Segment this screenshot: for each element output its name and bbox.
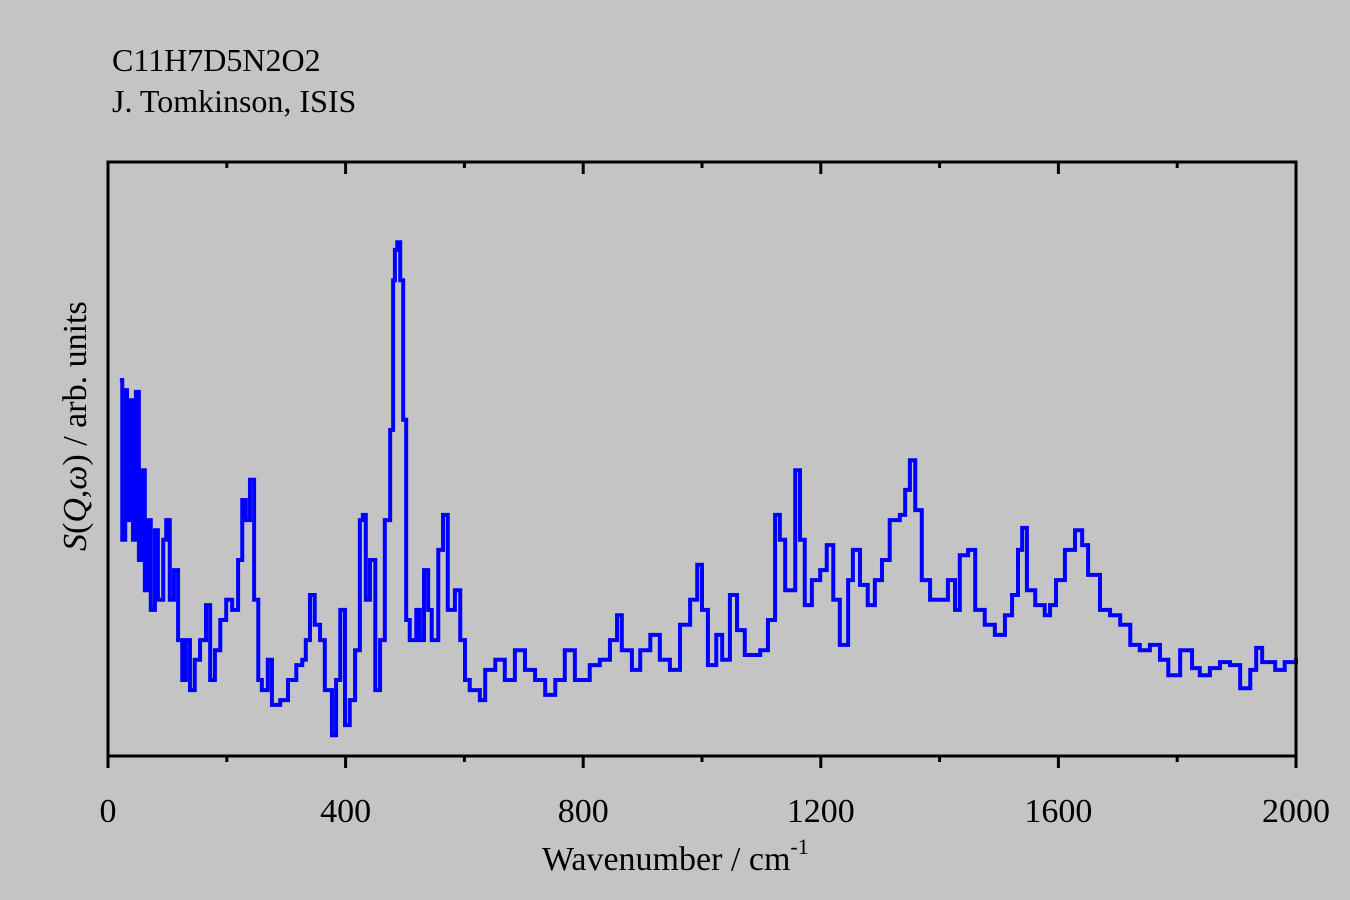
x-axis-label-text: Wavenumber / cm bbox=[542, 841, 790, 878]
x-tick-label: 800 bbox=[558, 793, 609, 830]
y-label-rest: ) / arb. units bbox=[57, 301, 94, 465]
x-axis-label: Wavenumber / cm-1 bbox=[542, 834, 809, 878]
x-axis-ticks: 0 400 800 1200 1600 2000 bbox=[100, 162, 1330, 830]
x-axis-label-superscript: -1 bbox=[790, 834, 808, 859]
chart-title-formula: C11H7D5N2O2 bbox=[112, 42, 321, 78]
x-tick-label: 1200 bbox=[787, 793, 855, 830]
y-label-q: Q bbox=[57, 498, 94, 523]
series-layer bbox=[119, 240, 1298, 738]
y-label-omega: ω bbox=[57, 466, 94, 490]
x-tick-label: 0 bbox=[100, 793, 117, 830]
x-tick-label: 1600 bbox=[1024, 793, 1092, 830]
spectrum-line bbox=[119, 240, 1298, 738]
x-tick-label: 2000 bbox=[1262, 793, 1330, 830]
chart-title-author: J. Tomkinson, ISIS bbox=[112, 83, 356, 119]
x-tick-label: 400 bbox=[320, 793, 371, 830]
y-label-s: S bbox=[57, 534, 94, 551]
y-label-open: ( bbox=[57, 523, 94, 534]
plot-frame bbox=[106, 160, 1298, 758]
y-label-comma: , bbox=[57, 490, 94, 499]
y-axis-label: S(Q,ω) / arb. units bbox=[57, 301, 94, 551]
